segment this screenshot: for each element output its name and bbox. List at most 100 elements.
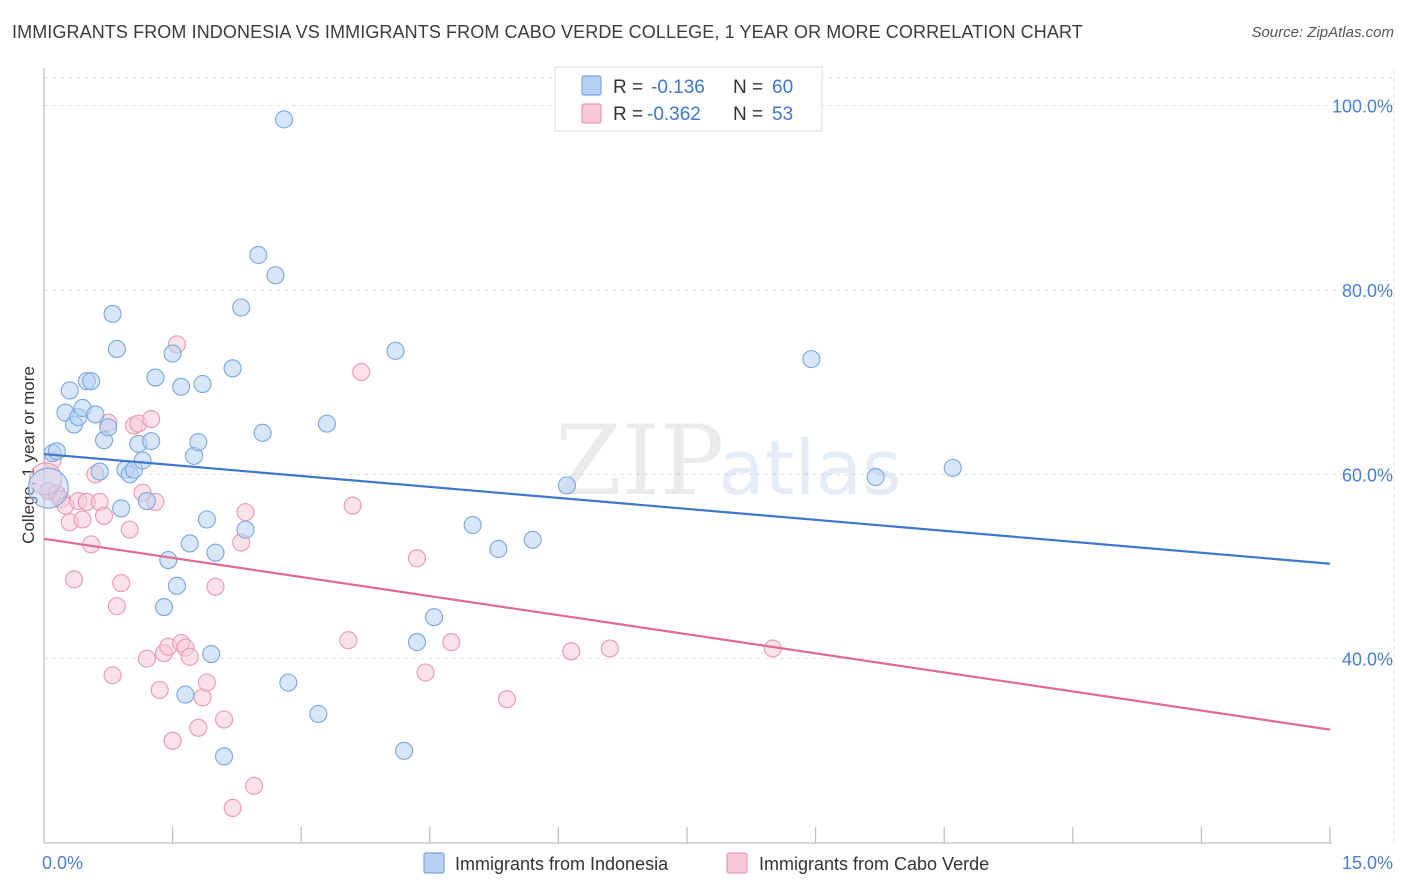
legend-r-label-2: R = [613, 104, 643, 125]
bottom-legend-label-indonesia: Immigrants from Indonesia [455, 854, 669, 874]
legend-n-value-indonesia: 60 [772, 77, 793, 98]
y-axis-label: College, 1 year or more [19, 366, 38, 544]
indonesia-point [27, 467, 69, 509]
indonesia-point [279, 673, 298, 692]
legend-swatch-cabo-verde [581, 103, 602, 124]
indonesia-point [214, 747, 234, 766]
indonesia-point [463, 515, 482, 535]
x-tick-label: 0.0% [42, 853, 83, 873]
cabo-verde-point [73, 510, 92, 529]
cabo-verde-point [150, 680, 169, 700]
indonesia-point [142, 432, 161, 451]
legend-n-value-cabo-verde: 53 [772, 104, 793, 125]
watermark-zip: ZIP [555, 405, 724, 517]
y-tick-label: 80.0% [1342, 281, 1393, 301]
indonesia-point [317, 414, 336, 433]
stats-legend: R = -0.136 N = 60 R = -0.362 N = 53 [554, 66, 823, 132]
y-tick-label: 60.0% [1342, 465, 1393, 485]
indonesia-point [176, 685, 195, 704]
cabo-verde-point [244, 776, 264, 795]
watermark-atlas: atlas [718, 423, 902, 512]
indonesia-point [802, 350, 821, 369]
x-tick-labels: 0.0% 15.0% [42, 853, 1393, 873]
indonesia-point [249, 245, 268, 265]
indonesia-point [232, 298, 251, 317]
trend-lines [43, 452, 1331, 731]
series-legend: Immigrants from Indonesia Immigrants fro… [423, 852, 989, 874]
indonesia-point [557, 476, 577, 495]
indonesia-point [103, 304, 122, 324]
indonesia-point [154, 597, 174, 617]
cabo-verde-point [189, 718, 208, 737]
indonesia-point [189, 433, 208, 452]
indonesia-point [866, 468, 885, 487]
indonesia-point [137, 492, 156, 511]
legend-r-label-1: R = [613, 77, 643, 98]
indonesia-point [523, 530, 542, 549]
cabo-verde-point [142, 409, 161, 429]
legend-swatch-indonesia [581, 75, 602, 96]
cabo-verde-point [352, 362, 371, 382]
legend-n-label-1: N = [733, 77, 763, 98]
indonesia-point [146, 368, 165, 387]
legend-r-value-cabo-verde: -0.362 [647, 104, 701, 125]
series-cabo-verde-points [29, 335, 782, 818]
cabo-verde-point [206, 577, 225, 596]
indonesia-point [163, 344, 182, 363]
y-tick-label: 100.0% [1332, 97, 1393, 117]
cabo-verde-point [103, 666, 122, 685]
legend-n-label-2: N = [733, 104, 763, 125]
cabo-verde-trend-line [43, 537, 1331, 731]
cabo-verde-point [223, 798, 242, 818]
cabo-verde-point [214, 710, 234, 729]
bottom-legend-label-cabo-verde: Immigrants from Cabo Verde [759, 854, 989, 874]
legend-r-value-indonesia: -0.136 [651, 77, 705, 98]
cabo-verde-point [64, 570, 84, 589]
indonesia-point [159, 550, 178, 570]
indonesia-point [395, 741, 414, 760]
indonesia-point [266, 266, 285, 285]
indonesia-point [112, 499, 131, 518]
cabo-verde-point [407, 549, 426, 568]
cabo-verde-point [94, 506, 114, 525]
cabo-verde-point [339, 631, 358, 650]
cabo-verde-point [197, 673, 216, 692]
indonesia-point [47, 442, 66, 461]
indonesia-point [275, 110, 294, 129]
indonesia-point [172, 377, 191, 396]
indonesia-point [236, 520, 255, 539]
watermark: ZIP atlas [555, 405, 902, 517]
indonesia-point [943, 458, 962, 477]
indonesia-point [197, 510, 216, 529]
indonesia-point [223, 359, 242, 378]
cabo-verde-point [112, 574, 131, 593]
bottom-legend-swatch-indonesia [423, 852, 445, 874]
source-label: Source: ZipAtlas.com [1251, 24, 1394, 41]
indonesia-trend-line [43, 452, 1331, 565]
cabo-verde-point [180, 647, 199, 666]
y-tick-label: 40.0% [1342, 650, 1393, 670]
y-tick-labels: 100.0% 80.0% 60.0% 40.0% [1332, 97, 1393, 670]
indonesia-point [206, 543, 225, 562]
indonesia-point [202, 645, 221, 664]
indonesia-point [425, 608, 444, 627]
cabo-verde-point [107, 597, 126, 616]
indonesia-point [82, 372, 101, 391]
indonesia-point [407, 633, 426, 652]
indonesia-point [99, 418, 118, 437]
indonesia-point [60, 381, 79, 400]
x-tick-label: 15.0% [1342, 853, 1393, 873]
cabo-verde-point [343, 496, 362, 515]
cabo-verde-point [236, 503, 255, 522]
cabo-verde-point [562, 642, 581, 661]
indonesia-point [309, 704, 328, 724]
indonesia-point [193, 374, 212, 394]
series-indonesia-points [27, 110, 962, 766]
indonesia-point [90, 462, 109, 481]
cabo-verde-point [120, 520, 139, 539]
indonesia-point [86, 405, 105, 424]
cabo-verde-point [600, 639, 619, 658]
cabo-verde-point [442, 633, 461, 652]
indonesia-point [489, 539, 508, 559]
